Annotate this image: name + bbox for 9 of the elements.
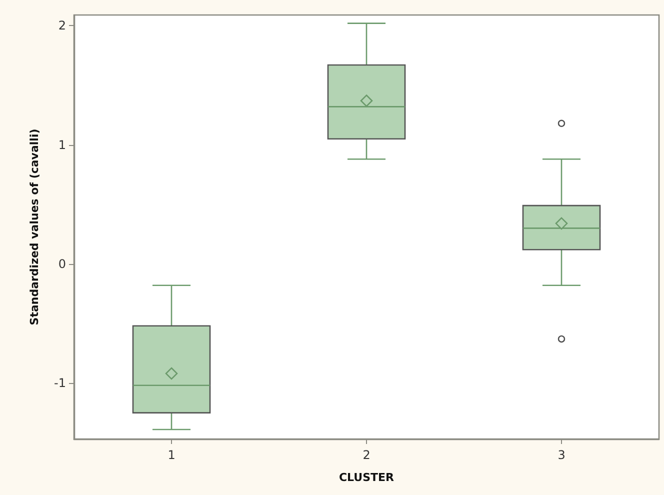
- y-axis-title: Standardized values of (cavalli): [28, 128, 41, 326]
- x-tick-label: 3: [558, 448, 566, 462]
- y-tick-label: 2: [58, 18, 66, 33]
- x-tick-label: 2: [362, 448, 370, 462]
- y-tick-label: -1: [54, 376, 66, 390]
- x-axis-title: CLUSTER: [338, 471, 395, 484]
- y-tick-label: 1: [58, 138, 66, 152]
- x-tick-label: 1: [168, 448, 176, 462]
- y-tick-label: 0: [58, 256, 66, 271]
